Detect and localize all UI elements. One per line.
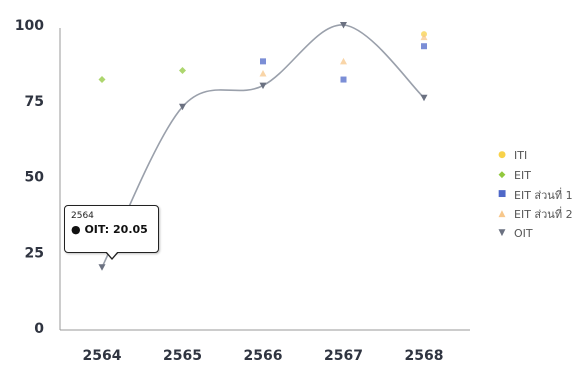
x-tick-label: 2565 xyxy=(163,348,202,364)
legend-marker-icon: ■ xyxy=(497,189,507,200)
legend-item[interactable]: ◆ EIT xyxy=(496,166,573,186)
y-tick-label: 25 xyxy=(25,245,44,261)
legend-marker-icon: ▲ xyxy=(498,208,506,219)
series-layer xyxy=(98,22,428,271)
series-4-point[interactable] xyxy=(340,22,347,29)
x-tick-label: 2568 xyxy=(405,348,444,364)
series-4-point[interactable] xyxy=(98,264,106,271)
series-1-point[interactable] xyxy=(98,76,106,84)
series-3-point[interactable] xyxy=(420,33,428,41)
tooltip-row: ● OIT: 20.05 xyxy=(71,222,152,238)
x-tick-labels: 2564 2565 2566 2567 2568 xyxy=(83,348,444,364)
legend-marker-icon: ◆ xyxy=(498,169,506,180)
y-tick-label: 0 xyxy=(34,321,44,337)
y-tick-label: 75 xyxy=(25,94,44,110)
x-tick-label: 2567 xyxy=(324,348,363,364)
series-2-point[interactable] xyxy=(421,43,427,50)
tooltip: 2564 ● OIT: 20.05 xyxy=(64,205,159,260)
legend-label: ITI xyxy=(514,149,528,163)
x-tick-label: 2566 xyxy=(244,348,283,364)
legend-label: OIT xyxy=(514,227,533,241)
series-1-point[interactable] xyxy=(179,66,186,74)
legend-item[interactable]: ● ITI xyxy=(496,146,573,166)
legend-item[interactable]: ▲ EIT ส่วนที่ 2 xyxy=(496,205,573,225)
series-4-point[interactable] xyxy=(259,82,267,90)
legend-item[interactable]: ■ EIT ส่วนที่ 1 xyxy=(496,185,573,205)
tooltip-bullet-icon: ● xyxy=(71,223,81,236)
series-3-point[interactable] xyxy=(340,57,347,65)
legend-label: EIT xyxy=(514,168,531,182)
tooltip-arrow xyxy=(105,251,119,260)
series-4-line xyxy=(101,24,425,268)
legend-label: EIT ส่วนที่ 1 xyxy=(514,188,573,202)
tooltip-text: OIT: 20.05 xyxy=(84,223,148,236)
legend-label: EIT ส่วนที่ 2 xyxy=(514,208,573,222)
series-2-point[interactable] xyxy=(260,58,266,65)
legend-marker-icon: ▼ xyxy=(498,228,506,239)
series-4-point[interactable] xyxy=(179,103,186,111)
series-2-point[interactable] xyxy=(340,76,347,83)
legend: ● ITI ◆ EIT ■ EIT ส่วนที่ 1 ▲ EIT ส่วนที่ 2 ▼ OIT xyxy=(496,146,573,244)
legend-item[interactable]: ▼ OIT xyxy=(496,224,573,244)
series-4-point[interactable] xyxy=(420,94,428,102)
y-tick-label: 100 xyxy=(15,18,44,34)
y-tick-label: 50 xyxy=(25,170,45,186)
legend-marker-icon: ● xyxy=(498,150,506,161)
series-3-point[interactable] xyxy=(259,69,267,77)
x-tick-label: 2564 xyxy=(83,348,122,364)
y-tick-labels: 0 25 50 75 100 xyxy=(15,18,44,337)
tooltip-title: 2564 xyxy=(71,211,94,221)
